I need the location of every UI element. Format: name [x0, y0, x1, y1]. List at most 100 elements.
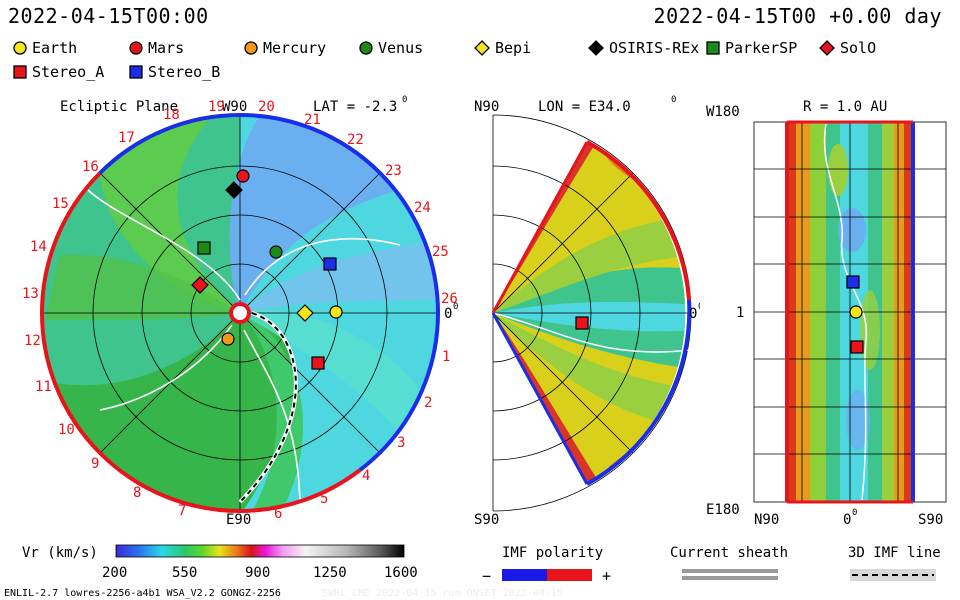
legend-label: ParkerSP — [725, 39, 798, 57]
legend-osiris-rex: OSIRIS-REx — [587, 39, 699, 57]
meridional-edge-south — [491, 312, 589, 485]
bottom-legend-area: Vr (km/s) 200 550 900 1250 1600 IMF pola… — [4, 544, 941, 599]
stereo-b-marker-icon — [323, 257, 337, 271]
solo-marker-icon — [819, 40, 835, 56]
ecliptic-rotation-ticks: 1 2 3 4 5 6 7 8 9 10 11 12 13 14 15 16 1… — [22, 99, 458, 522]
tick-label: 26 — [441, 291, 458, 307]
tick-label: 23 — [385, 163, 402, 179]
radial-x-mid-degree: 0 — [852, 508, 857, 518]
current-sheath-swatch-top — [682, 569, 778, 573]
solo-marker-icon — [191, 276, 209, 294]
tick-label: 9 — [91, 456, 99, 472]
tick-label: 5 — [320, 491, 328, 507]
legend-earth: Earth — [12, 39, 77, 57]
stereo-a-marker-icon — [575, 316, 589, 330]
legend-label: SolO — [840, 39, 877, 57]
mars-marker-icon — [236, 169, 250, 183]
mars-marker-icon — [129, 41, 143, 55]
sun-icon — [229, 302, 251, 324]
ecliptic-lat-label: LAT = -2.3 — [313, 99, 397, 115]
imf-line-title: 3D IMF line — [848, 545, 941, 561]
stereo-b-marker-icon — [129, 65, 143, 79]
imf-polarity-plus: + — [602, 567, 611, 585]
ecliptic-bottom-label: E90 — [226, 512, 251, 528]
meridional-bottom-label: S90 — [474, 512, 499, 528]
earth-marker-icon — [849, 305, 863, 319]
meridional-velocity-map — [493, 142, 686, 484]
tick-label: 7 — [178, 503, 186, 519]
meridional-rim-north — [586, 140, 691, 301]
tick-label: 15 — [52, 196, 69, 212]
meridional-current-sheath — [492, 312, 691, 353]
stereo-a-marker-icon — [311, 356, 325, 370]
colorbar-tick-label: 550 — [172, 565, 197, 581]
ecliptic-title: Ecliptic Plane — [60, 99, 178, 115]
tick-label: 4 — [362, 468, 370, 484]
footer-model-info: ENLIL-2.7 lowres-2256-a4b1 WSA_V2.2 GONG… — [4, 588, 281, 599]
legend-label: Bepi — [495, 39, 532, 57]
venus-marker-icon — [359, 41, 373, 55]
radial-surface-panel: W180 R = 1.0 AU 1 E180 N90 0 — [706, 99, 947, 528]
ecliptic-top-label: W90 — [222, 99, 247, 115]
colorbar-tick-label: 200 — [102, 565, 127, 581]
meridional-plane-panel: N90 LON = E34.0 0 0 0 S90 — [474, 95, 700, 528]
tick-label: 19 — [208, 99, 225, 115]
radial-x-mid-label: 0 — [843, 512, 851, 528]
parkersp-marker-icon — [197, 241, 211, 255]
colorbar-ticks: 200 550 900 1250 1600 — [102, 565, 418, 581]
tick-label: 2 — [424, 395, 432, 411]
tick-label: 8 — [133, 485, 141, 501]
imf-polarity-positive-bar — [547, 569, 592, 581]
tick-label: 20 — [258, 99, 275, 115]
legend-stereo-a: Stereo_A — [12, 63, 104, 81]
ecliptic-plane-panel: Ecliptic Plane W90 LAT = -2.3 0 — [22, 95, 458, 528]
colorbar-tick-label: 900 — [245, 565, 270, 581]
radial-mid-left-label: 1 — [736, 305, 744, 321]
meridional-lon-label: LON = E34.0 — [538, 99, 631, 115]
tick-label: 1 — [442, 349, 450, 365]
imf-polarity-negative-bar — [502, 569, 547, 581]
meridional-top-label: N90 — [474, 99, 499, 115]
legend-stereo-b: Stereo_B — [128, 63, 220, 81]
tick-label: 14 — [30, 239, 47, 255]
imf-polarity-minus: − — [482, 567, 491, 585]
tick-label: 17 — [118, 130, 135, 146]
legend-bepi: Bepi — [473, 39, 531, 57]
tick-label: 22 — [347, 132, 364, 148]
stereo-a-marker-icon — [850, 340, 864, 354]
mercury-marker-icon — [221, 332, 235, 346]
tick-label: 25 — [432, 244, 449, 260]
tick-label: 10 — [58, 422, 75, 438]
meridional-right-degree: 0 — [698, 302, 700, 312]
bepi-marker-icon — [296, 304, 314, 322]
legend-label: Stereo_A — [32, 63, 105, 81]
bepi-marker-icon — [474, 40, 490, 56]
parkersp-marker-icon — [706, 41, 720, 55]
tick-label: 13 — [22, 286, 39, 302]
tick-label: 3 — [397, 435, 405, 451]
osiris-rex-marker-icon — [225, 181, 243, 199]
legend-parkersp: ParkerSP — [705, 39, 797, 57]
legend-label: Mercury — [263, 39, 327, 57]
radial-current-sheath — [823, 123, 868, 501]
tick-label: 24 — [414, 200, 431, 216]
imf-polarity-title: IMF polarity — [502, 545, 603, 561]
meridional-lon-degree: 0 — [671, 95, 676, 105]
tick-label: 16 — [82, 159, 99, 175]
tick-label: 18 — [163, 107, 180, 123]
radial-x-right-label: S90 — [918, 512, 943, 528]
legend-mercury: Mercury — [243, 39, 326, 57]
ecliptic-rim-negative — [39, 171, 362, 514]
legend-label: Mars — [148, 39, 185, 57]
radial-x-left-label: N90 — [754, 512, 779, 528]
colorbar-title: Vr (km/s) — [22, 545, 98, 561]
legend-solo: SolO — [818, 39, 876, 57]
current-sheath-title: Current sheath — [670, 545, 788, 561]
ecliptic-current-sheath — [87, 189, 401, 511]
footer-run-info: SWRC_CME 2022-04-15 run ONSET 2022-04-15 — [322, 588, 563, 599]
earth-marker-icon — [329, 305, 343, 319]
legend-venus: Venus — [358, 39, 423, 57]
ecliptic-object-markers — [191, 169, 343, 370]
stereo-a-marker-icon — [13, 65, 27, 79]
ecliptic-right-label: 0 — [444, 306, 452, 322]
